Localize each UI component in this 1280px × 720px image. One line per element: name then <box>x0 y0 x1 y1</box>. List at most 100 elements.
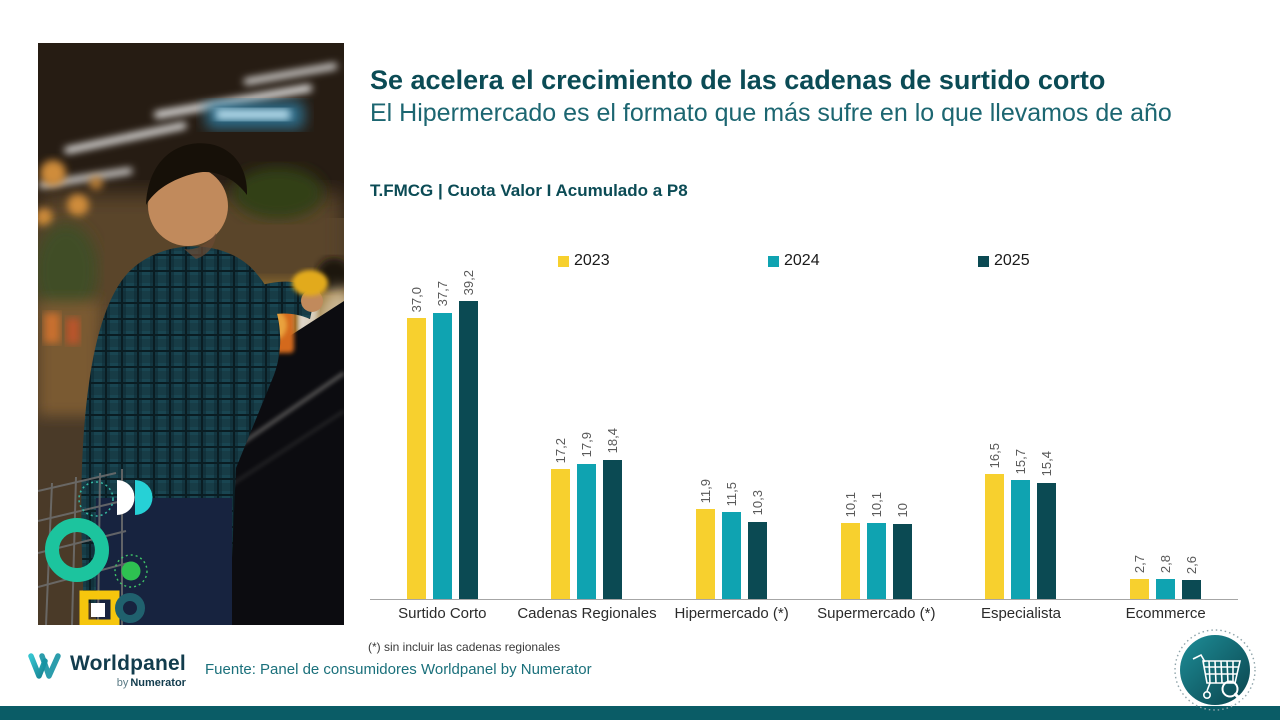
bar-rect <box>1037 482 1057 600</box>
bottom-accent-bar <box>0 706 1280 720</box>
bar-2024: 37,7 <box>432 255 452 600</box>
legend-label: 2023 <box>574 252 610 269</box>
bar-group: 17,2 17,9 18,4 <box>515 255 660 600</box>
chart-footnote: (*) sin incluir las cadenas regionales <box>368 640 561 654</box>
bar-value-label: 16,5 <box>987 442 1003 469</box>
bar-value-label: 10,1 <box>868 491 884 518</box>
bar-value-label: 18,4 <box>605 428 621 454</box>
page-subtitle: El Hipermercado es el formato que más su… <box>370 99 1172 127</box>
bar-2023: 10,1 <box>840 255 860 600</box>
bar-value-label: 15,7 <box>1013 449 1029 475</box>
legend-label: 2025 <box>994 252 1030 269</box>
bar-rect <box>432 312 452 600</box>
bar-rect <box>551 468 571 600</box>
legend-label: 2024 <box>784 252 820 269</box>
bar-group: 10,1 10,1 10 <box>804 255 949 600</box>
bar-2024: 15,7 <box>1011 255 1031 600</box>
category-label: Supermercado (*) <box>817 605 936 622</box>
bar-rect <box>1130 579 1150 600</box>
bar-value-label: 37,0 <box>408 286 424 313</box>
bar-value-label: 10,1 <box>842 491 858 518</box>
bar-group: 16,5 15,7 15,4 <box>949 255 1094 600</box>
bar-2024: 11,5 <box>722 255 742 600</box>
bar-rect <box>458 301 478 600</box>
bar-rect <box>840 523 860 600</box>
bar-rect <box>1011 480 1031 600</box>
bar-rect <box>985 474 1005 600</box>
category-label: Ecommerce <box>1125 605 1206 622</box>
bar-value-label: 39,2 <box>460 269 476 296</box>
bar-value-label: 11,9 <box>698 478 714 504</box>
bar-2024: 17,9 <box>577 255 597 600</box>
x-axis-line <box>370 599 1238 600</box>
legend-swatch <box>978 255 989 267</box>
bar-group: 11,9 11,5 10,3 <box>659 255 804 600</box>
dark-ring-shape <box>115 593 145 623</box>
bar-2025: 10 <box>892 255 912 600</box>
category-label: Cadenas Regionales <box>517 605 657 622</box>
worldpanel-logo: Worldpanel by Numerator <box>28 652 186 689</box>
bar-rect <box>748 521 768 600</box>
bar-group: 37,0 37,7 39,2 <box>370 255 515 600</box>
bar-value-label: 11,5 <box>724 482 740 507</box>
bar-rect <box>866 523 886 600</box>
teal-ring-shape <box>45 518 109 582</box>
hanging-lamps <box>38 160 103 226</box>
bar-2024: 10,1 <box>866 255 886 600</box>
legend-item-2024: 2024 <box>768 252 820 270</box>
legend-item-2025: 2025 <box>978 252 1030 270</box>
bar-2023: 11,9 <box>696 255 716 600</box>
legend-item-2023: 2023 <box>558 252 610 270</box>
bar-2025: 2,6 <box>1182 255 1202 600</box>
bar-rect <box>892 523 912 600</box>
bar-group: 2,7 2,8 2,6 <box>1093 255 1238 600</box>
store-photo <box>38 43 344 625</box>
shopper <box>81 143 328 625</box>
dotted-circle-shape <box>78 481 114 517</box>
chart-plot: 37,0 37,7 39,2 17,2 17,9 18,4 11,9 11,5 10,3 10,1… <box>370 255 1238 600</box>
bar-value-label: 15,4 <box>1039 451 1055 477</box>
category-label: Hipermercado (*) <box>674 605 789 622</box>
legend-swatch <box>558 255 569 267</box>
chart-categories: Surtido Corto Cadenas Regionales Hipermerc… <box>370 605 1238 627</box>
bar-2025: 39,2 <box>458 255 478 600</box>
bar-value-label: 2,6 <box>1184 556 1200 575</box>
bar-2023: 2,7 <box>1130 255 1150 600</box>
green-dot-shape <box>121 561 141 581</box>
bar-rect <box>1182 580 1202 600</box>
chart-heading: T.FMCG | Cuota Valor I Acumulado a P8 <box>370 181 688 200</box>
white-half-circle-shape <box>117 480 135 515</box>
bar-rect <box>1156 578 1176 600</box>
category-label: Especialista <box>980 605 1061 622</box>
bar-rect <box>603 459 623 600</box>
bar-value-label: 10 <box>894 503 910 518</box>
logo-sub-prefix: by <box>116 677 129 689</box>
white-square-shape <box>91 603 105 617</box>
bar-value-label: 17,2 <box>553 437 569 463</box>
bar-value-label: 37,7 <box>434 281 450 307</box>
bar-2023: 16,5 <box>985 255 1005 600</box>
bar-2025: 10,3 <box>748 255 768 600</box>
shopping-cart-search-icon <box>1174 629 1256 711</box>
bar-2025: 18,4 <box>603 255 623 600</box>
bar-value-label: 17,9 <box>579 432 595 458</box>
logo-texts: Worldpanel by Numerator <box>70 652 186 689</box>
bar-2025: 15,4 <box>1037 255 1057 600</box>
brand-shapes <box>45 480 153 625</box>
bar-value-label: 10,3 <box>750 490 766 516</box>
worldpanel-w-icon <box>28 653 61 679</box>
bar-rect <box>722 512 742 600</box>
dotted-green-circle-shape <box>114 554 148 588</box>
page-title: Se acelera el crecimiento de las cadenas… <box>370 65 1106 96</box>
category-label: Surtido Corto <box>398 605 487 622</box>
bar-rect <box>577 463 597 600</box>
bar-rect <box>406 318 426 600</box>
yellow-square-shape <box>79 590 120 625</box>
cyan-half-circle-shape <box>135 480 153 515</box>
chart-legend: 2023 2024 2025 <box>370 252 1238 274</box>
legend-swatch <box>768 255 779 267</box>
logo-brand: Worldpanel <box>70 652 186 675</box>
logo-sub-brand: by Numerator <box>116 677 186 689</box>
bar-rect <box>696 509 716 600</box>
